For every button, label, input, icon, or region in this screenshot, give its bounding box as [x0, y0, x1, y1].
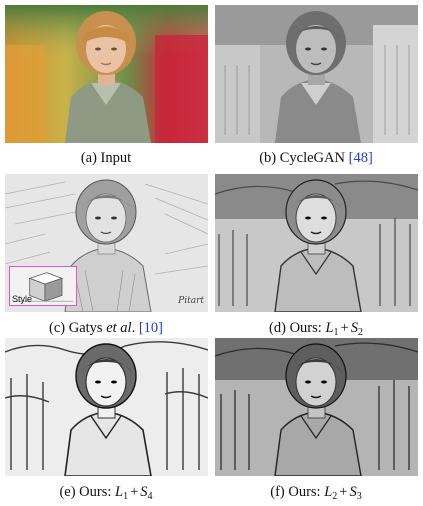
input-photo — [5, 5, 208, 143]
caption-a: (a) Input — [80, 150, 132, 166]
caption-f: (f) Ours: L2 + S3 — [270, 484, 362, 502]
caption-e: (e) Ours: L1 + S4 — [59, 484, 153, 502]
panel-d-ours-l1-s2-image — [215, 174, 418, 312]
cyclegan-photo — [215, 5, 418, 143]
style-inset: Style — [9, 266, 77, 306]
panel-f-ours-l2-s3-image — [215, 338, 418, 476]
citation-link[interactable]: [10] — [138, 320, 163, 336]
artist-signature: Pitart — [178, 296, 204, 306]
caption-d: (d) Ours: L1 + S2 — [269, 320, 363, 338]
panel-c-gatys-image: Style Pitart — [5, 174, 208, 312]
ours-l2-s3-sketch — [215, 338, 418, 476]
panel-a-input-image — [5, 5, 208, 143]
panel-e-ours-l1-s4-image — [5, 338, 208, 476]
cube-sketch-icon — [14, 272, 74, 302]
panel-b-cyclegan-image — [215, 5, 418, 143]
ours-l1-s4-sketch — [5, 338, 208, 476]
style-label: Style — [12, 294, 33, 304]
ours-l1-s2-sketch — [215, 174, 418, 312]
caption-c: (c) Gatys et al. [10] — [49, 320, 163, 336]
caption-b: (b) CycleGAN [48] — [259, 150, 373, 166]
citation-link[interactable]: [48] — [348, 150, 373, 166]
